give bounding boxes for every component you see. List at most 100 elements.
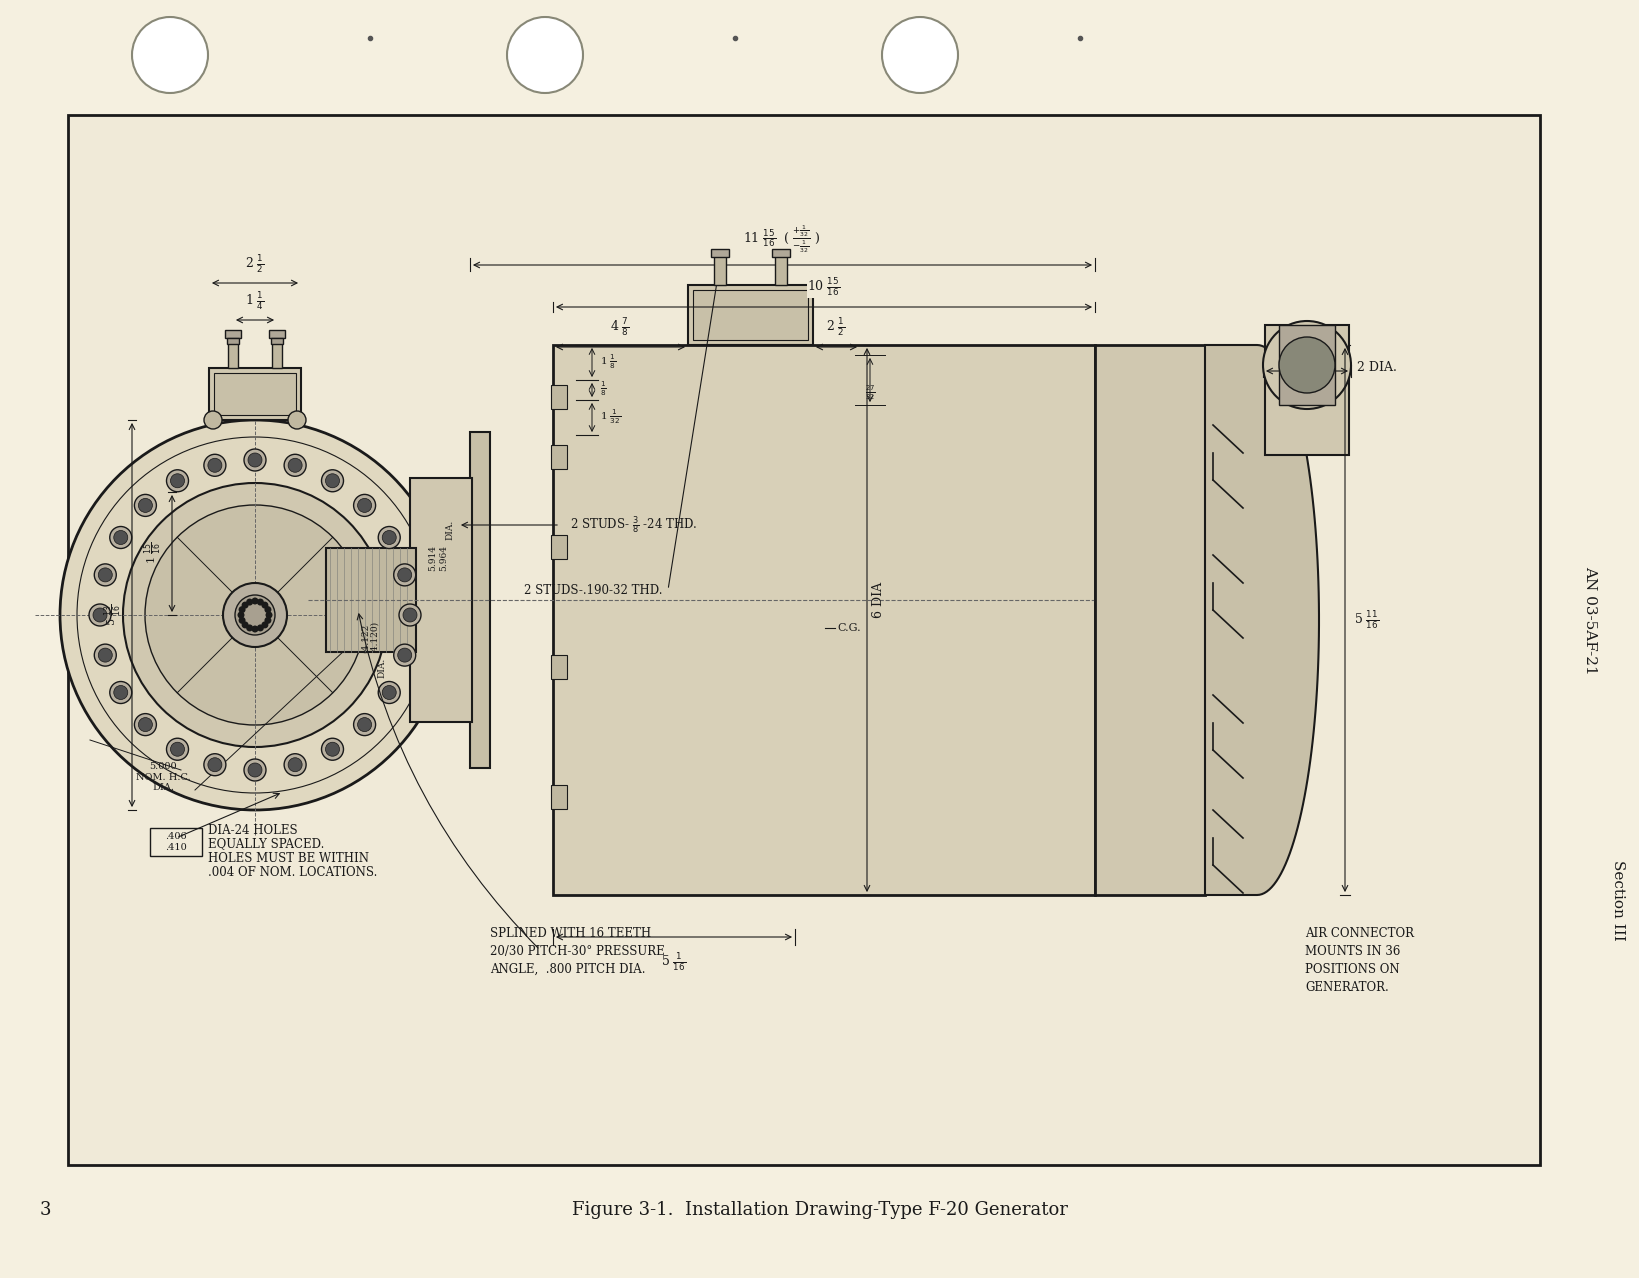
Circle shape: [506, 17, 582, 93]
Circle shape: [257, 598, 264, 606]
Circle shape: [61, 420, 449, 810]
Circle shape: [244, 449, 266, 472]
Bar: [228, 336, 238, 368]
Circle shape: [257, 625, 264, 631]
Text: $\frac{27}{32}$: $\frac{27}{32}$: [864, 383, 875, 403]
Circle shape: [113, 685, 128, 699]
Circle shape: [234, 596, 275, 635]
Circle shape: [93, 564, 116, 585]
Circle shape: [93, 644, 116, 666]
Text: DIA-24 HOLES: DIA-24 HOLES: [208, 823, 297, 837]
Bar: [269, 330, 285, 337]
Circle shape: [251, 625, 259, 633]
Text: AN 03-5AF-21: AN 03-5AF-21: [1582, 566, 1596, 675]
Text: 6 DIA: 6 DIA: [872, 581, 885, 619]
Circle shape: [238, 617, 246, 624]
Circle shape: [1262, 321, 1351, 409]
Circle shape: [144, 505, 365, 725]
Circle shape: [398, 567, 411, 581]
Text: 1 $\frac{15}{16}$: 1 $\frac{15}{16}$: [143, 542, 164, 565]
Circle shape: [170, 743, 185, 757]
Bar: [775, 256, 787, 285]
Circle shape: [170, 474, 184, 488]
Circle shape: [251, 598, 259, 604]
Bar: [1095, 345, 1205, 895]
Bar: [552, 345, 1095, 895]
Circle shape: [247, 763, 262, 777]
Text: 5 $\frac{13}{16}$: 5 $\frac{13}{16}$: [103, 603, 125, 626]
Circle shape: [93, 608, 107, 622]
Circle shape: [203, 412, 221, 429]
Circle shape: [203, 754, 226, 776]
Text: .004 OF NOM. LOCATIONS.: .004 OF NOM. LOCATIONS.: [208, 865, 377, 878]
Circle shape: [110, 527, 131, 548]
Text: 1 $\frac{1}{8}$: 1 $\frac{1}{8}$: [600, 353, 616, 371]
Circle shape: [264, 617, 272, 624]
Circle shape: [284, 754, 306, 776]
Circle shape: [98, 648, 111, 662]
Circle shape: [131, 17, 208, 93]
Circle shape: [357, 718, 372, 731]
Circle shape: [138, 718, 152, 731]
Text: $\frac{1}{8}$: $\frac{1}{8}$: [600, 380, 606, 399]
Circle shape: [261, 621, 269, 629]
Bar: [693, 290, 808, 340]
Circle shape: [325, 743, 339, 757]
Bar: [213, 373, 295, 415]
Circle shape: [241, 621, 249, 629]
Circle shape: [284, 454, 306, 477]
Circle shape: [398, 604, 421, 626]
Text: AIR CONNECTOR: AIR CONNECTOR: [1305, 927, 1413, 941]
Text: 5.000
NOM. H.C.
DIA.: 5.000 NOM. H.C. DIA.: [136, 762, 190, 792]
Bar: [226, 337, 239, 344]
Circle shape: [382, 685, 397, 699]
Circle shape: [110, 681, 131, 703]
Circle shape: [246, 598, 252, 606]
Circle shape: [241, 602, 249, 608]
Text: 5 $\frac{1}{16}$: 5 $\frac{1}{16}$: [661, 951, 687, 973]
Circle shape: [357, 498, 372, 512]
Bar: [1264, 325, 1349, 455]
Circle shape: [379, 681, 400, 703]
Bar: [551, 656, 567, 679]
Bar: [772, 249, 790, 257]
Text: 2 $\frac{1}{2}$: 2 $\frac{1}{2}$: [246, 253, 264, 275]
Text: 5 $\frac{11}{16}$: 5 $\frac{11}{16}$: [1354, 610, 1378, 631]
Circle shape: [238, 611, 244, 619]
Text: POSITIONS ON: POSITIONS ON: [1305, 964, 1398, 976]
Circle shape: [223, 583, 287, 647]
Bar: [711, 249, 729, 257]
Bar: [67, 115, 1539, 1166]
Text: 1 $\frac{1}{32}$: 1 $\frac{1}{32}$: [600, 408, 621, 427]
Circle shape: [354, 713, 375, 736]
Bar: [410, 478, 472, 722]
Bar: [149, 828, 202, 856]
Bar: [551, 785, 567, 809]
Circle shape: [882, 17, 957, 93]
Text: 5.914
5.964: 5.914 5.964: [428, 544, 447, 571]
Text: DIA.: DIA.: [446, 520, 454, 541]
Circle shape: [208, 758, 221, 772]
Circle shape: [325, 474, 339, 488]
Bar: [208, 368, 302, 420]
Circle shape: [167, 739, 188, 760]
Text: 10 $\frac{15}{16}$: 10 $\frac{15}{16}$: [806, 276, 841, 298]
Text: ANGLE,  .800 PITCH DIA.: ANGLE, .800 PITCH DIA.: [490, 964, 646, 976]
Text: MOUNTS IN 36: MOUNTS IN 36: [1305, 944, 1400, 958]
Circle shape: [321, 739, 343, 760]
Circle shape: [167, 470, 188, 492]
Circle shape: [123, 483, 387, 748]
Circle shape: [98, 567, 111, 581]
Text: 20/30 PITCH-30° PRESSURE: 20/30 PITCH-30° PRESSURE: [490, 944, 664, 958]
Circle shape: [264, 606, 272, 613]
Circle shape: [393, 644, 415, 666]
Circle shape: [261, 602, 269, 608]
Circle shape: [203, 454, 226, 477]
Bar: [551, 445, 567, 469]
Bar: [551, 385, 567, 409]
Text: 4 $\frac{7}{8}$: 4 $\frac{7}{8}$: [610, 316, 629, 337]
Circle shape: [208, 459, 221, 473]
Circle shape: [288, 412, 306, 429]
Text: 2 STUDS-.190-32 THD.: 2 STUDS-.190-32 THD.: [524, 584, 662, 597]
Circle shape: [138, 498, 152, 512]
